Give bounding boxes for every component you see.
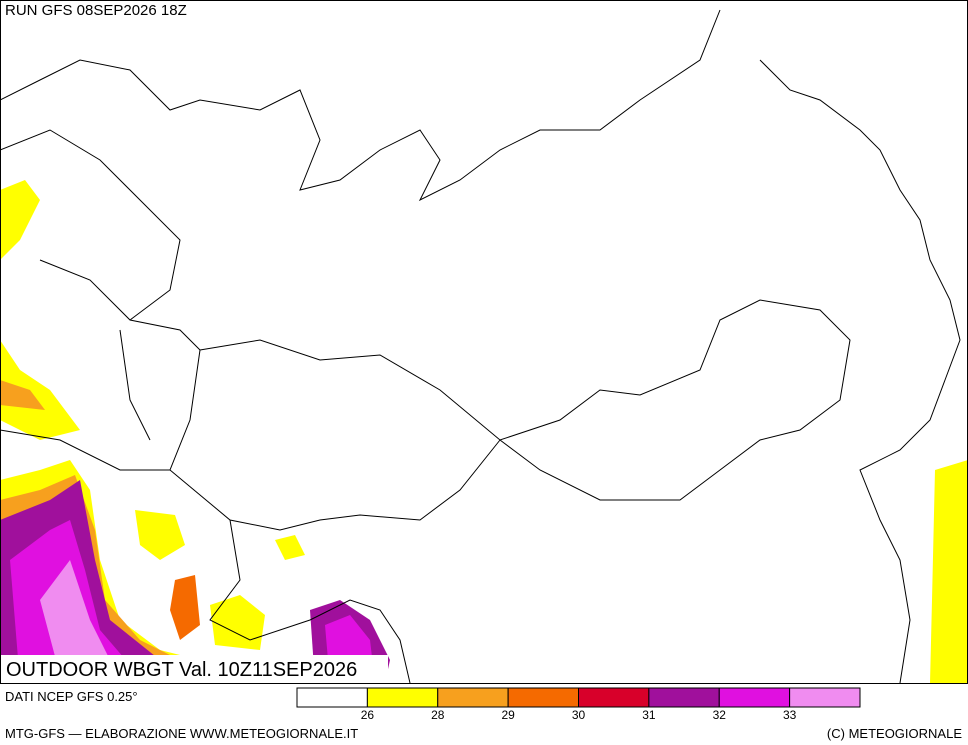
legend-swatch [296,687,368,708]
legend-label: 33 [783,708,797,722]
heat-area [0,340,80,440]
legend-swatch [578,687,650,708]
heat-area [40,560,110,675]
footer-right: (C) METEOGIORNALE [827,726,962,741]
heat-area [170,575,200,640]
data-source: DATI NCEP GFS 0.25° [5,689,138,704]
legend-label: 29 [501,708,515,722]
footer-left: MTG-GFS — ELABORAZIONE WWW.METEOGIORNALE… [5,726,358,741]
run-label: RUN GFS 08SEP2026 18Z [5,2,187,19]
legend-label: 26 [361,708,375,722]
title-box [0,655,388,683]
border [209,519,411,684]
legend-swatch [366,687,439,708]
coastline [759,59,961,684]
heat-area [135,510,185,560]
legend-swatch [507,687,579,708]
map [0,0,968,684]
legend-swatch [437,687,509,708]
legend-label: 28 [431,708,445,722]
heat-area [0,180,40,260]
legend-swatch [648,687,720,708]
legend: 26 28 29 30 31 32 33 [296,687,861,722]
heat-area [0,380,45,410]
border [169,349,501,531]
legend-swatch [718,687,791,708]
coastline [0,9,721,202]
legend-label: 31 [642,708,656,722]
legend-swatch [789,687,861,708]
border [0,129,181,321]
border [199,299,851,501]
legend-label: 32 [713,708,727,722]
heat-area [210,595,265,650]
heat-area [275,535,305,560]
map-frame [0,0,968,684]
heat-area [930,460,968,683]
legend-label: 30 [572,708,586,722]
map-title: OUTDOOR WBGT Val. 10Z11SEP2026 [6,659,357,681]
